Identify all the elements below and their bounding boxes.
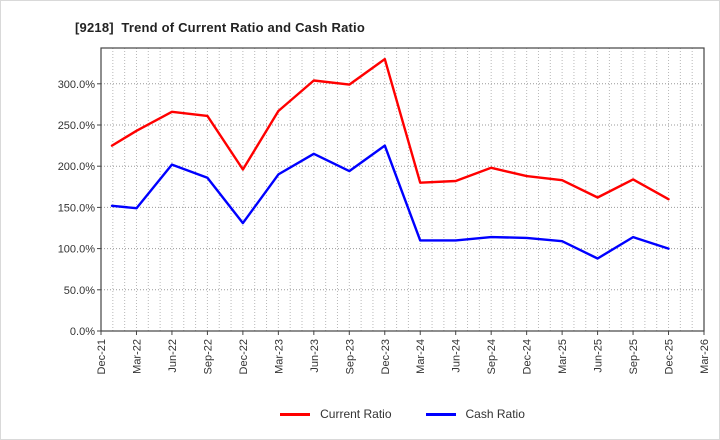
x-tick-label: Mar-25 <box>557 339 569 374</box>
legend-item-current-ratio: Current Ratio <box>280 407 392 421</box>
legend-item-cash-ratio: Cash Ratio <box>425 407 525 421</box>
y-tick-label: 200.0% <box>58 161 96 173</box>
x-tick-label: Mar-24 <box>415 339 427 374</box>
plot-border <box>100 47 705 332</box>
x-tick-label: Jun-22 <box>167 339 179 373</box>
chart-legend: Current Ratio Cash Ratio <box>101 407 704 421</box>
y-tick-label: 250.0% <box>58 120 96 132</box>
x-tick-label: Dec-21 <box>96 339 108 374</box>
series-line-current-ratio <box>110 57 670 201</box>
y-tick-label: 50.0% <box>64 285 95 297</box>
x-tick-label: Jun-23 <box>309 339 321 373</box>
legend-line-red-icon <box>280 412 311 416</box>
y-tick-label: 150.0% <box>58 202 96 214</box>
y-tick-label: 100.0% <box>58 244 96 256</box>
x-tick-label: Sep-23 <box>344 339 356 374</box>
x-tick-label: Jun-24 <box>451 339 463 373</box>
x-tick-label: Sep-22 <box>202 339 214 374</box>
x-tick-label: Dec-22 <box>238 339 250 374</box>
x-tick-label: Dec-25 <box>664 339 676 374</box>
chart-title: [9218] Trend of Current Ratio and Cash R… <box>75 20 365 35</box>
x-tick-label: Sep-25 <box>628 339 640 374</box>
legend-line-blue-icon <box>425 412 456 416</box>
x-tick-label: Mar-26 <box>699 339 711 374</box>
x-tick-label: Dec-24 <box>522 339 534 374</box>
y-tick-label: 0.0% <box>70 326 95 338</box>
legend-label: Cash Ratio <box>465 407 525 421</box>
x-tick-label: Sep-24 <box>486 339 498 374</box>
series-line-cash-ratio <box>110 144 670 260</box>
x-tick-label: Mar-23 <box>273 339 285 374</box>
x-tick-label: Mar-22 <box>131 339 143 374</box>
legend-label: Current Ratio <box>320 407 392 421</box>
x-tick-label: Dec-23 <box>380 339 392 374</box>
y-tick-label: 300.0% <box>58 79 96 91</box>
x-tick-label: Jun-25 <box>593 339 605 373</box>
